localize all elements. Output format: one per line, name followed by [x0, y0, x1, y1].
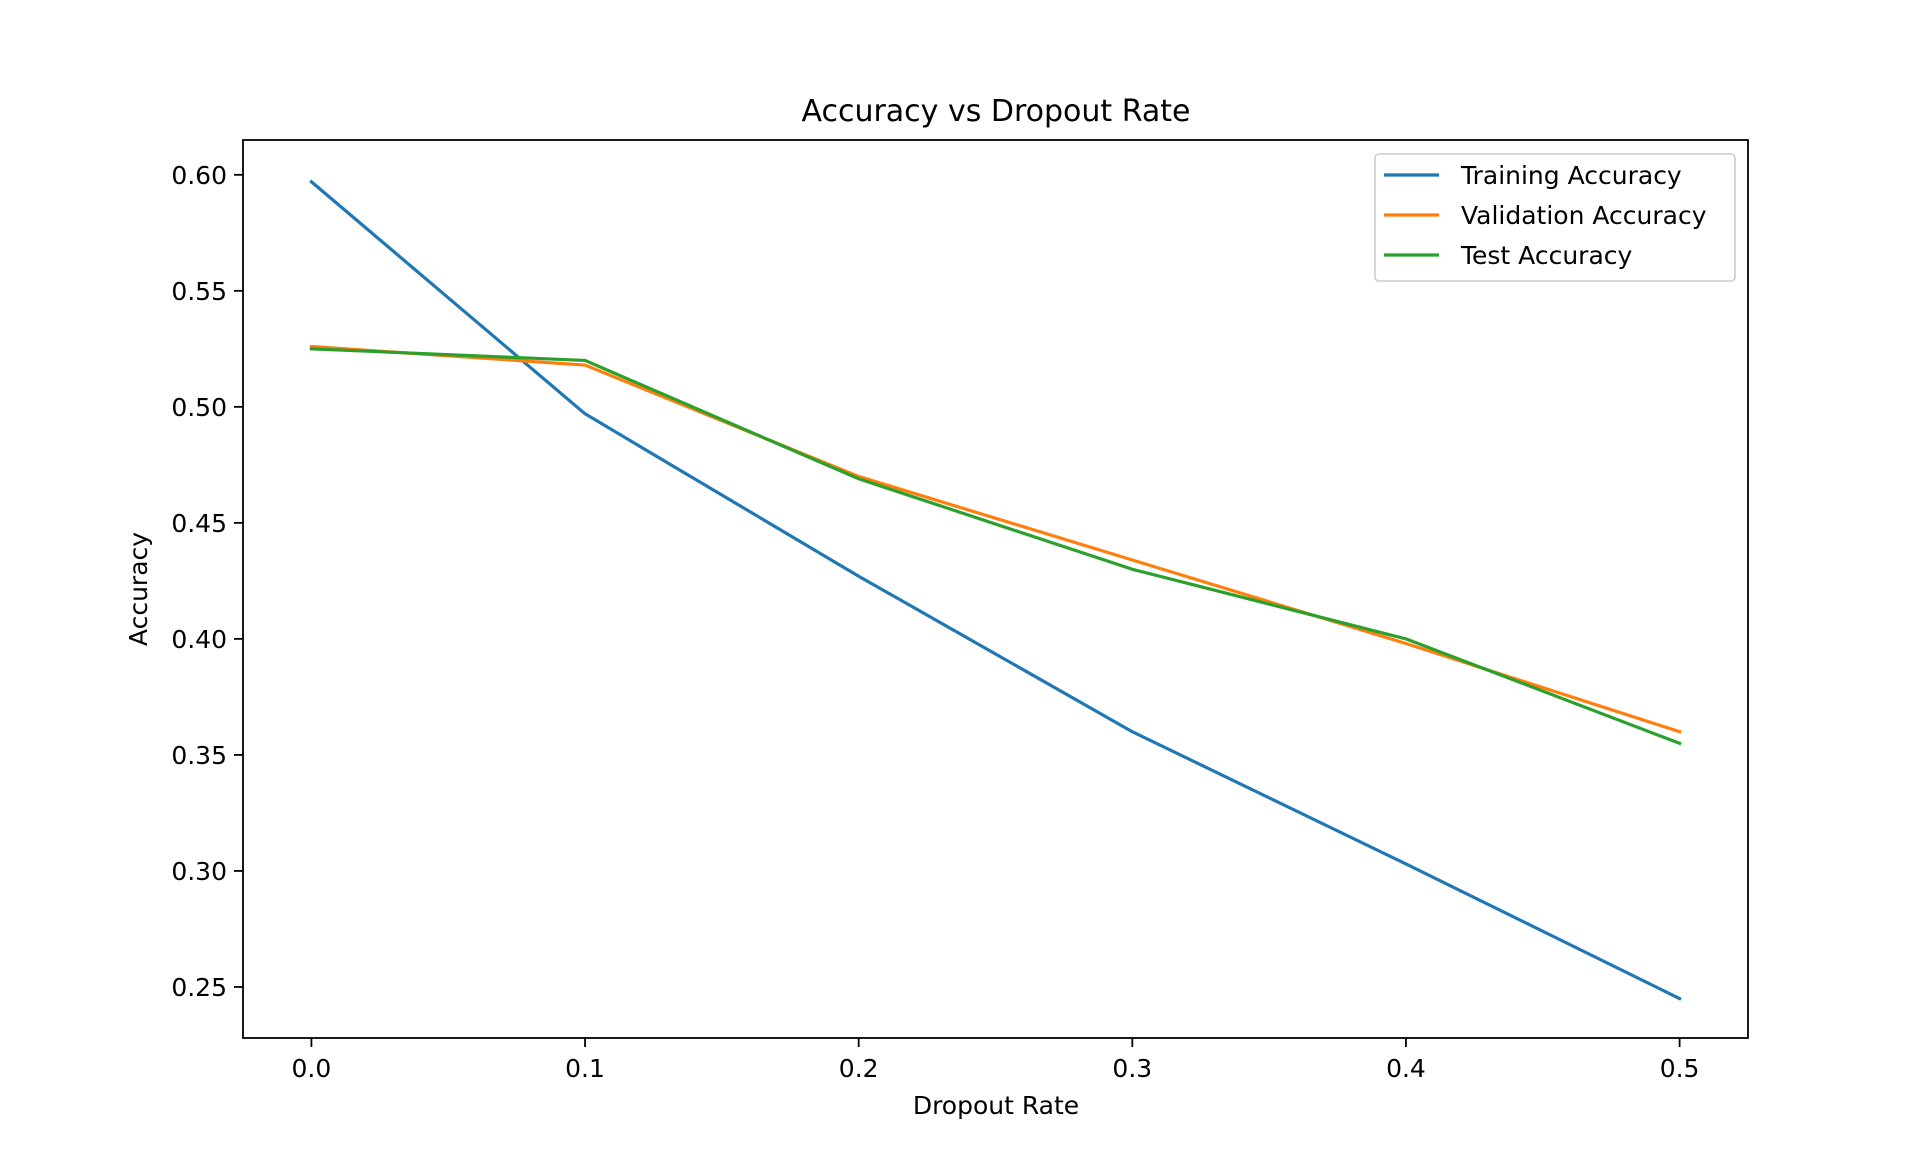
chart-title: Accuracy vs Dropout Rate	[801, 94, 1190, 129]
legend-label-validation-accuracy: Validation Accuracy	[1461, 201, 1707, 230]
legend-label-training-accuracy: Training Accuracy	[1460, 161, 1682, 190]
y-tick-label: 0.50	[171, 393, 227, 422]
series-line-training-accuracy	[309, 179, 1682, 1001]
y-tick-label: 0.40	[171, 625, 227, 654]
legend-label-test-accuracy: Test Accuracy	[1460, 241, 1633, 270]
series-line-test-accuracy	[309, 347, 1682, 746]
x-tick-label: 0.0	[292, 1054, 332, 1083]
x-tick-label: 0.4	[1386, 1054, 1426, 1083]
y-tick-label: 0.60	[171, 161, 227, 190]
legend-box	[1374, 153, 1736, 282]
x-axis-label: Dropout Rate	[913, 1091, 1079, 1120]
y-tick-label: 0.30	[171, 857, 227, 886]
y-tick-label: 0.55	[171, 277, 227, 306]
series-lines	[309, 179, 1682, 1001]
y-tick-label: 0.35	[171, 741, 227, 770]
x-tick-label: 0.5	[1660, 1054, 1700, 1083]
plot-area	[242, 139, 1749, 1039]
y-axis: 0.25 0.30 0.35 0.40 0.45 0.50 0.55 0.60	[171, 161, 243, 1002]
x-axis: 0.0 0.1 0.2 0.3 0.4 0.5	[292, 1038, 1700, 1083]
x-tick-label: 0.3	[1112, 1054, 1152, 1083]
legend: Training Accuracy Validation Accuracy Test…	[1374, 153, 1736, 282]
y-tick-label: 0.45	[171, 509, 227, 538]
x-tick-label: 0.1	[565, 1054, 605, 1083]
series-line-validation-accuracy	[309, 344, 1682, 734]
x-tick-label: 0.2	[839, 1054, 879, 1083]
y-tick-label: 0.25	[171, 973, 227, 1002]
plot-frame	[242, 139, 1749, 1039]
y-axis-label: Accuracy	[124, 532, 153, 646]
